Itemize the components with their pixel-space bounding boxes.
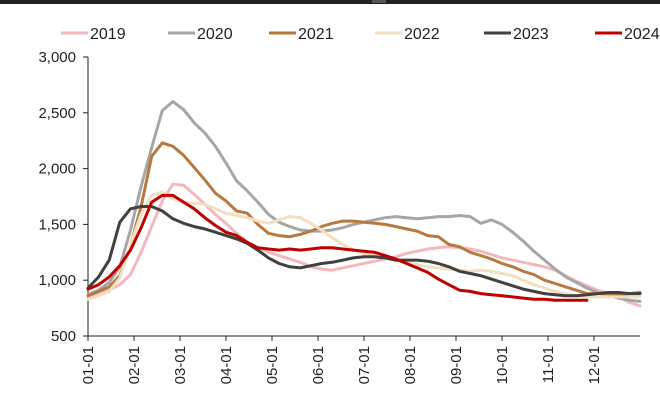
x-tick-label: 06-01: [310, 346, 327, 384]
legend-label-2023: 2023: [513, 26, 549, 43]
x-tick-label: 03-01: [172, 346, 189, 384]
y-axis-ticks: 500 1,000 1,500 2,000 2,500 3,000: [38, 49, 88, 345]
series-line-2019: [86, 182, 642, 308]
legend-label-2024: 2024: [624, 26, 660, 43]
legend-label-2019: 2019: [90, 26, 126, 43]
x-tick-label: 05-01: [264, 346, 281, 384]
series-line-2024: [86, 193, 589, 302]
y-tick-label: 3,000: [38, 49, 76, 66]
x-tick-label: 07-01: [356, 346, 373, 384]
legend-label-2020: 2020: [197, 26, 233, 43]
series-lines: [86, 100, 642, 308]
x-tick-label: 11-01: [540, 346, 557, 383]
series-line-2020: [86, 100, 642, 303]
y-tick-label: 2,000: [38, 161, 76, 178]
legend: 2019 2020 2021 2022 2023 2024: [61, 26, 660, 43]
y-tick-label: 500: [51, 328, 76, 345]
legend-label-2021: 2021: [298, 26, 334, 43]
legend-label-2022: 2022: [404, 26, 440, 43]
x-tick-label: 12-01: [586, 346, 603, 384]
series-line-2021: [86, 141, 642, 298]
x-tick-label: 01-01: [80, 346, 97, 384]
x-tick-label: 02-01: [126, 346, 143, 384]
x-tick-label: 08-01: [402, 346, 419, 384]
y-tick-label: 1,000: [38, 272, 76, 289]
x-tick-label: 09-01: [448, 346, 465, 384]
y-tick-label: 2,500: [38, 105, 76, 122]
clipped-title-glyph: [372, 0, 386, 3]
x-axis-ticks: 01-01 02-01 03-01 04-01 05-01 06-01 07-01 08-01…: [80, 336, 603, 384]
x-tick-label: 04-01: [218, 346, 235, 384]
x-tick-label: 10-01: [494, 346, 511, 384]
y-tick-label: 1,500: [38, 216, 76, 233]
top-border: [0, 0, 660, 4]
series-line-2023: [86, 205, 642, 298]
